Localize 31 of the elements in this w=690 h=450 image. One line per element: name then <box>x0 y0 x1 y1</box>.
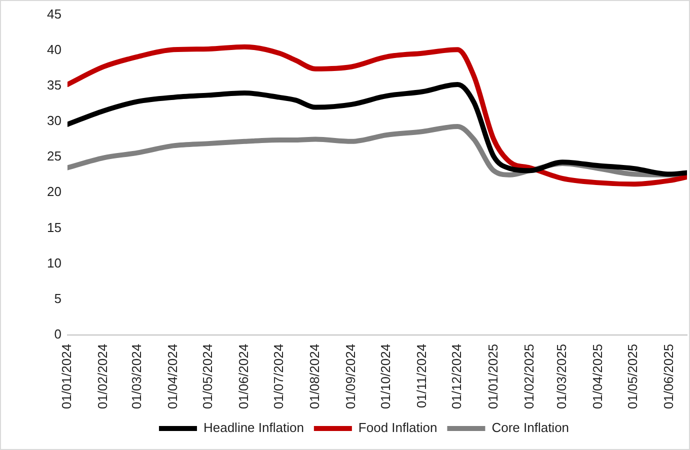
x-tick-label: 01/02/2024 <box>95 344 110 410</box>
y-tick-label: 40 <box>46 42 62 57</box>
y-tick-label: 20 <box>46 184 62 200</box>
x-tick-label: 01/05/2025 <box>625 344 640 410</box>
legend-label: Headline Inflation <box>203 420 304 436</box>
x-tick-label: 01/05/2024 <box>200 344 215 410</box>
y-tick-label: 25 <box>46 148 62 164</box>
x-tick-label: 01/01/2024 <box>59 344 74 410</box>
x-tick-label: 01/07/2024 <box>270 344 286 410</box>
x-tick-label: 01/06/2025 <box>661 344 676 410</box>
legend-label: Core Inflation <box>492 420 570 436</box>
x-tick-label: 01/12/2024 <box>449 344 464 410</box>
x-tick-label: 01/09/2024 <box>343 344 358 410</box>
x-tick-label: 01/04/2025 <box>590 344 606 410</box>
y-tick-label: 30 <box>46 113 62 128</box>
y-tick-label: 10 <box>46 255 62 270</box>
y-tick-label: 35 <box>46 78 62 93</box>
x-tick-label: 01/06/2024 <box>236 344 252 410</box>
y-tick-label: 15 <box>46 220 62 235</box>
x-tick-label: 01/04/2024 <box>165 344 180 410</box>
x-tick-label: 01/02/2025 <box>521 344 536 410</box>
x-tick-label: 01/03/2025 <box>554 344 569 410</box>
x-tick-label: 01/01/2025 <box>485 344 500 410</box>
x-tick-label: 01/08/2024 <box>307 344 322 410</box>
y-tick-label: 0 <box>54 326 62 342</box>
x-tick-label: 01/10/2024 <box>378 344 394 410</box>
legend-label: Food Inflation <box>358 420 438 436</box>
y-tick-label: 45 <box>46 6 62 22</box>
y-tick-label: 5 <box>54 290 62 306</box>
x-tick-label: 01/03/2024 <box>128 344 144 410</box>
x-tick-label: 01/11/2024 <box>414 344 430 408</box>
